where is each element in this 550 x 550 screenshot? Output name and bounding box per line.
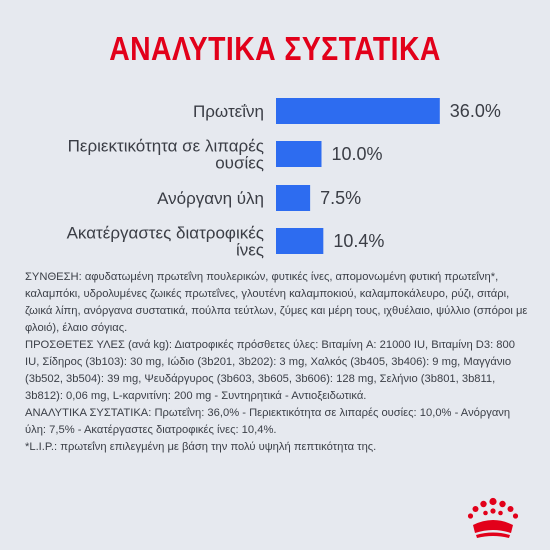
value-label: 36.0% bbox=[450, 101, 501, 121]
category-label: Ανόργανη ύλη bbox=[157, 189, 264, 208]
additives-paragraph: ΠΡΟΣΘΕΤΕΣ ΥΛΕΣ (ανά kg): Διατροφικές πρό… bbox=[25, 339, 515, 402]
category-label: Περιεκτικότητα σε λιπαρές bbox=[68, 137, 264, 156]
category-label: Πρωτεΐνη bbox=[193, 102, 264, 121]
crown-logo bbox=[467, 497, 519, 538]
page-title: ΑΝΑΛΥΤΙΚΑ ΣΥΣΤΑΤΙΚΑ bbox=[109, 30, 441, 67]
bar bbox=[276, 228, 324, 254]
composition-paragraph: ΣΥΝΘΕΣΗ: αφυδατωμένη πρωτεΐνη πουλερικών… bbox=[25, 271, 528, 334]
bar bbox=[276, 98, 440, 124]
nutrient-bar-chart: 36.0% Πρωτεΐνη 10.0% Περιεκτικότητα σε λιπα… bbox=[67, 98, 501, 260]
composition-text: ΣΥΝΘΕΣΗ: αφυδατωμένη πρωτεΐνη πουλερικών… bbox=[25, 269, 530, 456]
bar bbox=[276, 141, 322, 167]
value-label: 7.5% bbox=[320, 188, 361, 208]
analytical-constituents-paragraph: ΑΝΑΛΥΤΙΚΑ ΣΥΣΤΑΤΙΚΑ: Πρωτεΐνη: 36,0% - Π… bbox=[25, 407, 511, 436]
category-label: ίνες bbox=[236, 241, 264, 260]
lip-footnote: *L.I.P.: πρωτεΐνη επιλεγμένη με βάση την… bbox=[25, 441, 377, 453]
value-label: 10.4% bbox=[333, 231, 384, 251]
bar bbox=[276, 185, 311, 211]
category-label: ουσίες bbox=[215, 154, 264, 173]
value-label: 10.0% bbox=[332, 144, 383, 164]
category-label: Ακατέργαστες διατροφικές bbox=[67, 224, 264, 243]
